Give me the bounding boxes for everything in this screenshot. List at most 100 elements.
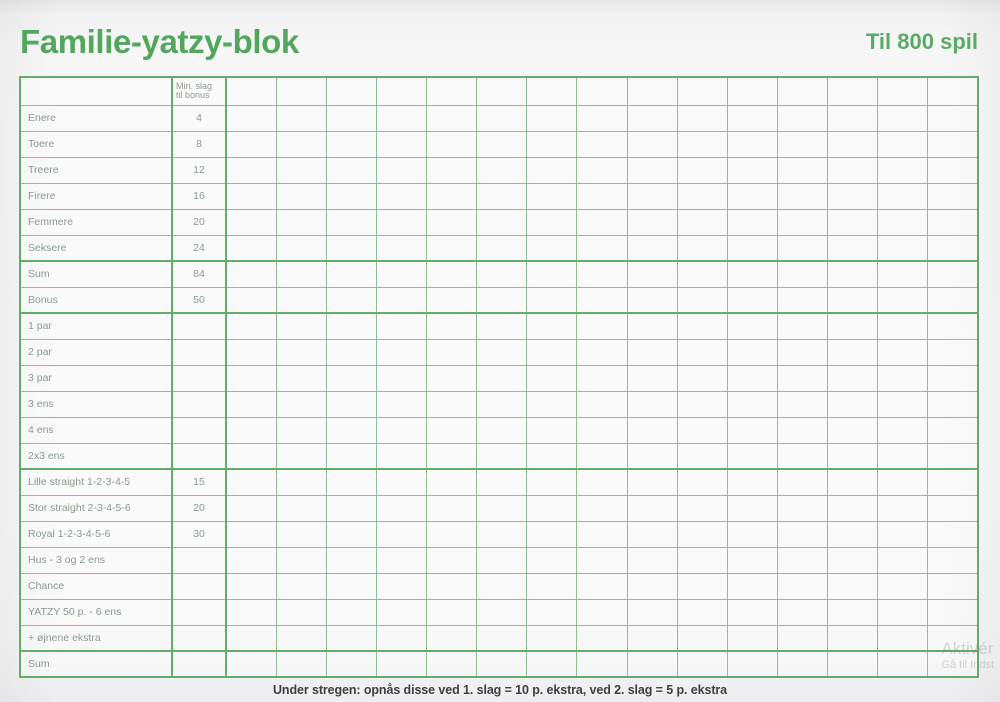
score-cell[interactable] bbox=[726, 234, 778, 262]
score-cell[interactable] bbox=[576, 546, 628, 574]
score-cell[interactable] bbox=[476, 416, 528, 444]
score-cell[interactable] bbox=[826, 624, 879, 652]
score-cell[interactable] bbox=[877, 312, 929, 340]
score-cell[interactable] bbox=[626, 494, 678, 522]
score-cell[interactable] bbox=[425, 364, 478, 392]
header-cell-player-4[interactable] bbox=[375, 76, 428, 106]
score-cell[interactable] bbox=[476, 234, 528, 262]
score-cell[interactable] bbox=[726, 546, 778, 574]
score-cell[interactable] bbox=[275, 286, 327, 314]
score-cell[interactable] bbox=[375, 364, 428, 392]
score-cell[interactable] bbox=[225, 416, 277, 444]
score-cell[interactable] bbox=[726, 260, 778, 288]
score-cell[interactable] bbox=[476, 286, 528, 314]
score-cell[interactable] bbox=[826, 416, 879, 444]
score-cell[interactable] bbox=[375, 468, 428, 496]
score-cell[interactable] bbox=[877, 234, 929, 262]
score-cell[interactable] bbox=[626, 286, 678, 314]
score-cell[interactable] bbox=[225, 442, 277, 470]
score-cell[interactable] bbox=[225, 468, 277, 496]
header-cell-player-15[interactable] bbox=[927, 76, 980, 106]
score-cell[interactable] bbox=[526, 572, 578, 600]
score-cell[interactable] bbox=[877, 104, 929, 132]
score-cell[interactable] bbox=[927, 338, 980, 366]
score-cell[interactable] bbox=[325, 130, 377, 158]
score-cell[interactable] bbox=[526, 650, 578, 678]
score-cell[interactable] bbox=[375, 390, 428, 418]
score-cell[interactable] bbox=[526, 104, 578, 132]
score-cell[interactable] bbox=[877, 286, 929, 314]
score-cell[interactable] bbox=[576, 338, 628, 366]
score-cell[interactable] bbox=[425, 468, 478, 496]
score-cell[interactable] bbox=[877, 598, 929, 626]
score-cell[interactable] bbox=[476, 156, 528, 184]
score-cell[interactable] bbox=[877, 494, 929, 522]
score-cell[interactable] bbox=[626, 598, 678, 626]
score-cell[interactable] bbox=[526, 416, 578, 444]
score-cell[interactable] bbox=[225, 312, 277, 340]
score-cell[interactable] bbox=[476, 442, 528, 470]
score-cell[interactable] bbox=[476, 468, 528, 496]
header-cell-player-7[interactable] bbox=[526, 76, 578, 106]
score-cell[interactable] bbox=[225, 624, 277, 652]
score-cell[interactable] bbox=[676, 390, 728, 418]
score-cell[interactable] bbox=[425, 598, 478, 626]
score-cell[interactable] bbox=[826, 156, 879, 184]
score-cell[interactable] bbox=[826, 312, 879, 340]
score-cell[interactable] bbox=[676, 286, 728, 314]
score-cell[interactable] bbox=[776, 208, 829, 236]
score-cell[interactable] bbox=[526, 312, 578, 340]
score-cell[interactable] bbox=[676, 260, 728, 288]
score-cell[interactable] bbox=[375, 156, 428, 184]
score-cell[interactable] bbox=[726, 286, 778, 314]
score-cell[interactable] bbox=[225, 650, 277, 678]
score-cell[interactable] bbox=[476, 572, 528, 600]
score-cell[interactable] bbox=[576, 130, 628, 158]
score-cell[interactable] bbox=[476, 260, 528, 288]
score-cell[interactable] bbox=[676, 442, 728, 470]
score-cell[interactable] bbox=[726, 156, 778, 184]
score-cell[interactable] bbox=[275, 572, 327, 600]
score-cell[interactable] bbox=[826, 338, 879, 366]
score-cell[interactable] bbox=[576, 208, 628, 236]
score-cell[interactable] bbox=[576, 572, 628, 600]
score-cell[interactable] bbox=[726, 572, 778, 600]
score-cell[interactable] bbox=[877, 520, 929, 548]
score-cell[interactable] bbox=[275, 494, 327, 522]
score-cell[interactable] bbox=[425, 520, 478, 548]
score-cell[interactable] bbox=[375, 546, 428, 574]
score-cell[interactable] bbox=[526, 260, 578, 288]
header-cell-player-2[interactable] bbox=[275, 76, 327, 106]
score-cell[interactable] bbox=[325, 338, 377, 366]
score-cell[interactable] bbox=[877, 416, 929, 444]
score-cell[interactable] bbox=[425, 260, 478, 288]
score-cell[interactable] bbox=[476, 312, 528, 340]
score-cell[interactable] bbox=[375, 520, 428, 548]
header-cell-player-11[interactable] bbox=[726, 76, 778, 106]
score-cell[interactable] bbox=[776, 156, 829, 184]
score-cell[interactable] bbox=[927, 624, 980, 652]
score-cell[interactable] bbox=[576, 156, 628, 184]
score-cell[interactable] bbox=[776, 494, 829, 522]
score-cell[interactable] bbox=[425, 156, 478, 184]
score-cell[interactable] bbox=[776, 442, 829, 470]
score-cell[interactable] bbox=[726, 182, 778, 210]
score-cell[interactable] bbox=[576, 104, 628, 132]
score-cell[interactable] bbox=[826, 598, 879, 626]
score-cell[interactable] bbox=[225, 260, 277, 288]
score-cell[interactable] bbox=[776, 468, 829, 496]
score-cell[interactable] bbox=[927, 182, 980, 210]
score-cell[interactable] bbox=[576, 598, 628, 626]
score-cell[interactable] bbox=[526, 338, 578, 366]
score-cell[interactable] bbox=[576, 312, 628, 340]
score-cell[interactable] bbox=[626, 390, 678, 418]
score-cell[interactable] bbox=[626, 208, 678, 236]
score-cell[interactable] bbox=[325, 234, 377, 262]
score-cell[interactable] bbox=[927, 494, 980, 522]
score-cell[interactable] bbox=[225, 494, 277, 522]
score-cell[interactable] bbox=[275, 234, 327, 262]
score-cell[interactable] bbox=[425, 338, 478, 366]
score-cell[interactable] bbox=[826, 520, 879, 548]
score-cell[interactable] bbox=[776, 624, 829, 652]
score-cell[interactable] bbox=[877, 442, 929, 470]
